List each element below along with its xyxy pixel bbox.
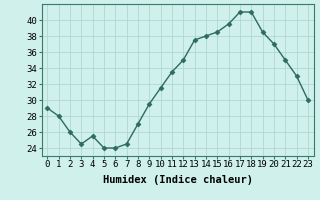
X-axis label: Humidex (Indice chaleur): Humidex (Indice chaleur) — [103, 175, 252, 185]
